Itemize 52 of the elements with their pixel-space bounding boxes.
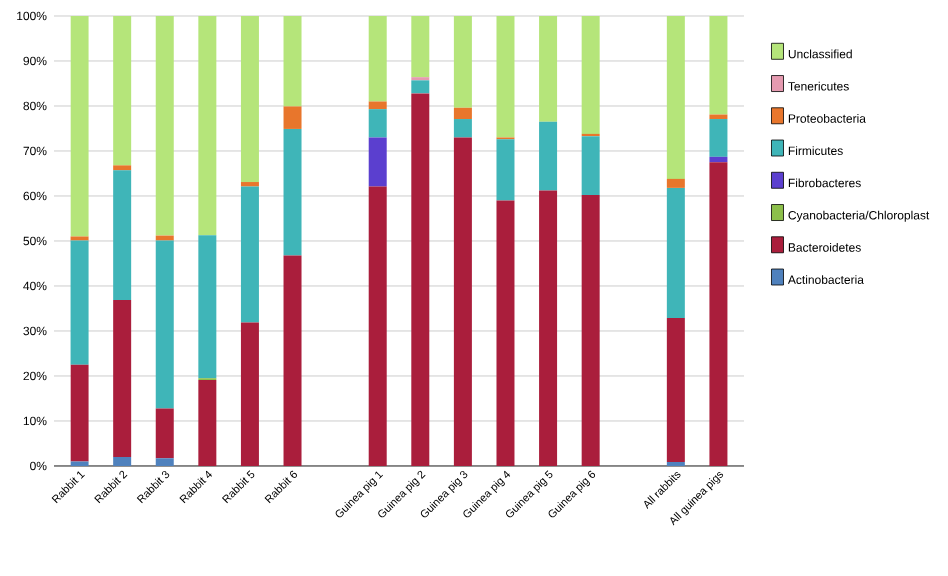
bar — [453, 107, 472, 120]
bar — [155, 458, 174, 466]
bar — [283, 128, 302, 256]
bar — [411, 15, 430, 78]
bar — [70, 15, 89, 237]
bar — [666, 187, 685, 318]
bar — [70, 364, 89, 462]
bar — [198, 15, 217, 236]
bar — [709, 15, 728, 115]
bar — [411, 93, 430, 466]
bar — [283, 15, 302, 107]
bar — [155, 408, 174, 459]
bar — [539, 15, 558, 122]
bar — [368, 15, 387, 102]
bar — [198, 380, 217, 466]
bar — [113, 299, 132, 457]
bar — [240, 15, 259, 183]
bar — [113, 165, 132, 171]
bar — [155, 240, 174, 409]
bar — [496, 15, 515, 138]
bar — [539, 190, 558, 466]
bar — [496, 200, 515, 466]
bar — [198, 235, 217, 379]
bar — [368, 186, 387, 466]
bar — [155, 235, 174, 241]
bar — [411, 80, 430, 94]
bar — [113, 170, 132, 300]
bar — [581, 136, 600, 196]
bar — [368, 109, 387, 138]
bar — [453, 119, 472, 138]
bar — [539, 121, 558, 191]
bar — [453, 137, 472, 466]
bar — [581, 15, 600, 134]
bar — [70, 240, 89, 365]
bar — [709, 156, 728, 163]
bar — [368, 137, 387, 187]
bar — [240, 186, 259, 323]
bar — [283, 106, 302, 129]
bar — [709, 162, 728, 466]
bar — [709, 119, 728, 157]
bar — [666, 317, 685, 462]
bar — [155, 15, 174, 236]
bar — [453, 15, 472, 108]
bar — [666, 15, 685, 179]
bar — [113, 15, 132, 166]
bar — [283, 255, 302, 466]
bar — [666, 178, 685, 188]
bar — [581, 195, 600, 466]
bar — [113, 456, 132, 466]
bar — [368, 101, 387, 110]
bar — [496, 139, 515, 201]
bar — [240, 322, 259, 466]
